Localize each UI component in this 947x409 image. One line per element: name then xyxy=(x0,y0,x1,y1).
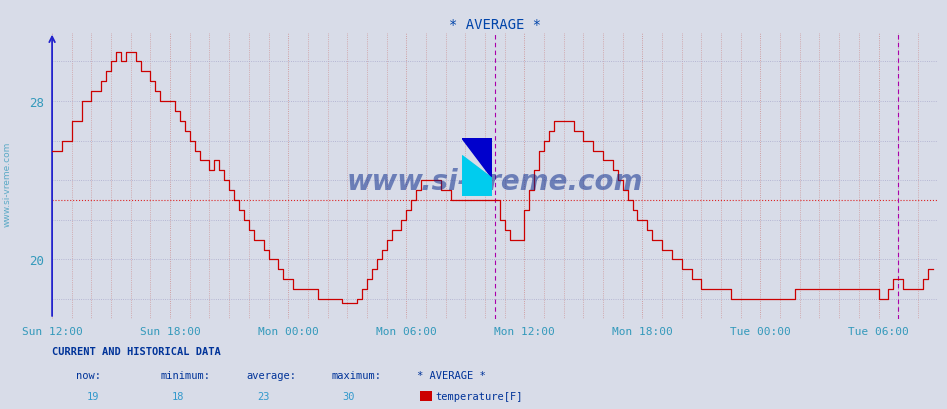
Polygon shape xyxy=(462,139,492,179)
Text: 23: 23 xyxy=(257,391,270,401)
Text: average:: average: xyxy=(246,370,296,380)
Title: * AVERAGE *: * AVERAGE * xyxy=(449,18,541,31)
Text: 18: 18 xyxy=(171,391,185,401)
Text: www.si-vreme.com: www.si-vreme.com xyxy=(3,142,12,227)
Text: temperature[F]: temperature[F] xyxy=(436,391,523,401)
Text: CURRENT AND HISTORICAL DATA: CURRENT AND HISTORICAL DATA xyxy=(52,346,221,356)
Text: 30: 30 xyxy=(342,391,355,401)
Text: * AVERAGE *: * AVERAGE * xyxy=(417,370,486,380)
Text: 19: 19 xyxy=(86,391,99,401)
Text: maximum:: maximum: xyxy=(331,370,382,380)
Text: www.si-vreme.com: www.si-vreme.com xyxy=(347,168,643,196)
Polygon shape xyxy=(462,156,492,196)
Text: now:: now: xyxy=(76,370,100,380)
Text: minimum:: minimum: xyxy=(161,370,211,380)
